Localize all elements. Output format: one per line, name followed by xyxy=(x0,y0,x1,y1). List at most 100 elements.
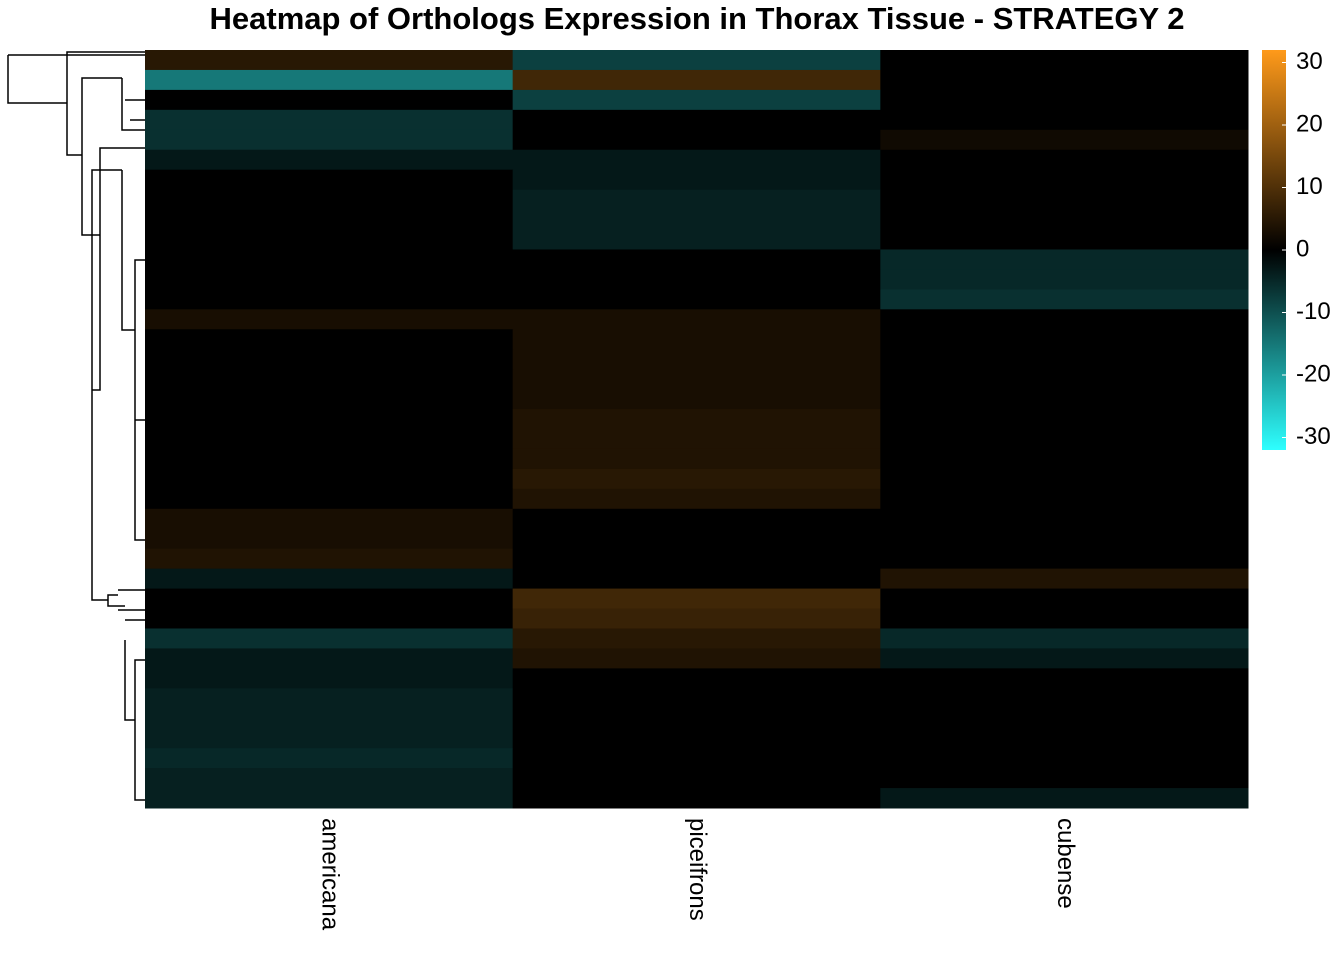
heatmap-cell xyxy=(880,189,1249,211)
heatmap-cell xyxy=(512,648,881,669)
heatmap-cell xyxy=(145,488,514,510)
chart-title: Heatmap of Orthologs Expression in Thora… xyxy=(210,1,1185,36)
heatmap-cell xyxy=(880,728,1249,749)
heatmap-cell xyxy=(512,668,881,689)
heatmap-cell xyxy=(512,89,881,111)
heatmap-cell xyxy=(145,508,514,530)
colorbar-tick-label: 20 xyxy=(1296,110,1323,137)
heatmap-cell xyxy=(880,349,1249,370)
heatmap-cell xyxy=(145,628,514,649)
heatmap-cell xyxy=(512,50,881,71)
heatmap-cell xyxy=(512,229,881,250)
colorbar-tick-label: -20 xyxy=(1296,360,1331,387)
heatmap-cell xyxy=(512,289,881,310)
heatmap-cell xyxy=(145,448,514,470)
heatmap-cell xyxy=(880,608,1249,629)
heatmap-cell xyxy=(880,169,1249,191)
colorbar-tick-label: 0 xyxy=(1296,235,1309,262)
heatmap-cell xyxy=(880,429,1249,450)
colorbar-tick-label: -10 xyxy=(1296,298,1331,325)
heatmap-cell xyxy=(512,209,881,231)
heatmap-cell xyxy=(512,109,881,131)
column-label: cubense xyxy=(1052,818,1079,909)
heatmap-cell xyxy=(512,349,881,370)
heatmap-cell xyxy=(145,149,514,171)
heatmap-cell xyxy=(880,389,1249,410)
colorbar-tick-label: 10 xyxy=(1296,173,1323,200)
heatmap-cell xyxy=(145,688,514,709)
heatmap-cell xyxy=(880,648,1249,669)
dendrogram xyxy=(7,51,145,801)
heatmap-cell xyxy=(512,369,881,390)
heatmap-cell xyxy=(880,409,1249,430)
heatmap-cell xyxy=(512,508,881,530)
heatmap-cell xyxy=(145,788,514,809)
heatmap-cell xyxy=(145,608,514,629)
heatmap-cell xyxy=(145,389,514,410)
heatmap-cell xyxy=(512,448,881,470)
heatmap-cell xyxy=(880,688,1249,709)
heatmap-cell xyxy=(145,728,514,749)
heatmap-cell xyxy=(512,269,881,290)
heatmap-cell xyxy=(880,329,1249,350)
colorbar-tick-label: 30 xyxy=(1296,48,1323,75)
heatmap-cell xyxy=(512,628,881,649)
heatmap-cell xyxy=(512,169,881,191)
heatmap-cell xyxy=(512,429,881,450)
heatmap-cell xyxy=(145,668,514,689)
heatmap-cell xyxy=(145,468,514,490)
heatmap-cell xyxy=(512,708,881,729)
heatmap-cell xyxy=(512,728,881,749)
heatmap-cell xyxy=(880,229,1249,250)
heatmap-cell xyxy=(880,488,1249,510)
heatmap-cell xyxy=(145,568,514,590)
heatmap-cell xyxy=(512,488,881,510)
heatmap-cell xyxy=(880,69,1249,91)
heatmap-cell xyxy=(880,50,1249,71)
heatmap-cell xyxy=(880,508,1249,530)
heatmap-cell xyxy=(512,748,881,769)
colorbar-tick-label: -30 xyxy=(1296,423,1331,450)
heatmap-cell xyxy=(880,588,1249,610)
heatmap-cell xyxy=(880,668,1249,689)
heatmap-cell xyxy=(145,209,514,231)
heatmap-cell xyxy=(145,189,514,211)
heatmap-cell xyxy=(880,309,1249,330)
heatmap-cell xyxy=(512,329,881,350)
heatmap-cell xyxy=(145,409,514,430)
heatmap-cell xyxy=(512,768,881,789)
heatmap-cell xyxy=(145,708,514,729)
heatmap-cell xyxy=(145,528,514,550)
heatmap-cell xyxy=(145,588,514,610)
heatmap-cell xyxy=(512,309,881,330)
heatmap-cell xyxy=(880,269,1249,290)
heatmap-cell xyxy=(145,69,514,91)
heatmap-cell xyxy=(512,149,881,171)
heatmap-cell xyxy=(512,129,881,151)
heatmap-cell xyxy=(145,548,514,570)
heatmap-cell xyxy=(512,249,881,270)
heatmap-cell xyxy=(512,528,881,550)
heatmap-cell xyxy=(145,129,514,151)
heatmap-cell xyxy=(880,548,1249,570)
heatmap-cell xyxy=(880,568,1249,590)
heatmap-cell xyxy=(145,289,514,310)
heatmap-cell xyxy=(145,748,514,769)
heatmap-cell xyxy=(145,369,514,390)
heatmap-cell xyxy=(512,568,881,590)
heatmap-cell xyxy=(880,149,1249,171)
heatmap-cell xyxy=(512,788,881,809)
heatmap-cell xyxy=(145,329,514,350)
heatmap-cell xyxy=(145,349,514,370)
heatmap-cell xyxy=(145,648,514,669)
heatmap-cell xyxy=(145,309,514,330)
heatmap-cell xyxy=(880,289,1249,310)
heatmap-cell xyxy=(880,628,1249,649)
heatmap-cell xyxy=(880,249,1249,270)
heatmap-cell xyxy=(145,429,514,450)
heatmap-cell xyxy=(880,129,1249,151)
heatmap-cell xyxy=(880,89,1249,111)
heatmap-cell xyxy=(880,768,1249,789)
heatmap-cell xyxy=(512,548,881,570)
